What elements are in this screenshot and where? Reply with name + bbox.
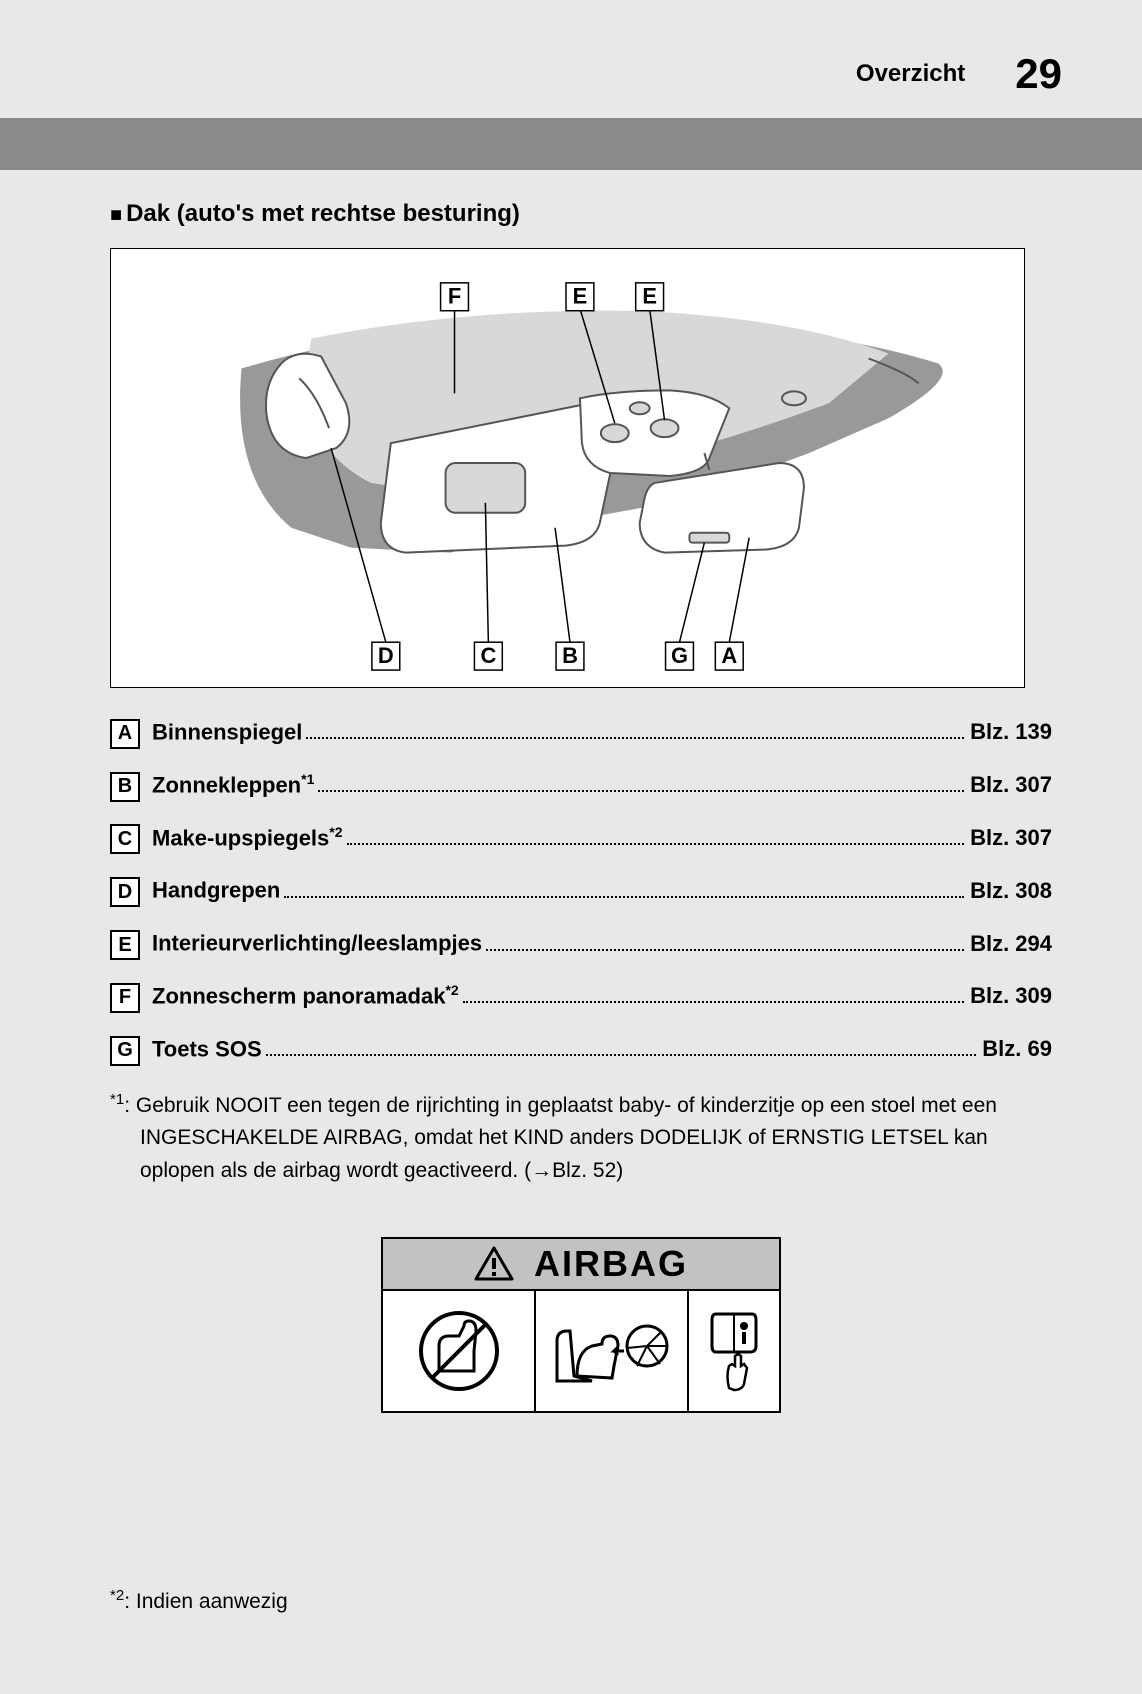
airbag-cell-mid — [536, 1291, 689, 1411]
roof-diagram: F E E D — [110, 248, 1025, 688]
header-bar — [0, 118, 1142, 170]
footnote-2: *2: Indien aanwezig — [110, 1587, 288, 1614]
index-row-E: E Interieurverlichting/leeslampjes Blz. … — [110, 929, 1052, 960]
section-title: Dak (auto's met rechtse besturing) — [110, 200, 1052, 228]
page-number: 29 — [1015, 50, 1062, 98]
index-row-C: C Make-upspiegels*2 Blz. 307 — [110, 824, 1052, 855]
airbag-cell-right — [689, 1291, 779, 1411]
svg-text:E: E — [642, 284, 657, 309]
section-name: Overzicht — [856, 60, 965, 88]
index-label: Binnenspiegel — [152, 718, 302, 745]
svg-text:C: C — [480, 643, 496, 668]
diagram-label-G: G — [666, 543, 705, 670]
index-row-B: B Zonnekleppen*1 Blz. 307 — [110, 771, 1052, 802]
index-list: A Binnenspiegel Blz. 139 B Zonnekleppen*… — [110, 718, 1052, 1066]
index-letter: A — [110, 719, 140, 749]
airbag-deployment-icon — [542, 1306, 682, 1396]
index-row-D: D Handgrepen Blz. 308 — [110, 876, 1052, 907]
svg-text:D: D — [378, 643, 394, 668]
airbag-warning-label: AIRBAG — [381, 1237, 781, 1413]
no-rear-facing-seat-icon — [414, 1306, 504, 1396]
diagram-label-A: A — [715, 538, 749, 670]
svg-text:A: A — [721, 643, 737, 668]
index-row-F: F Zonnescherm panoramadak*2 Blz. 309 — [110, 982, 1052, 1013]
airbag-header-text: AIRBAG — [534, 1243, 688, 1285]
svg-text:F: F — [448, 284, 461, 309]
svg-text:G: G — [671, 643, 688, 668]
index-row-A: A Binnenspiegel Blz. 139 — [110, 718, 1052, 749]
svg-text:E: E — [573, 284, 588, 309]
footnote-1: *1: Gebruik NOOIT een tegen de rijrichti… — [110, 1088, 1052, 1188]
svg-text:B: B — [562, 643, 578, 668]
warning-triangle-icon — [474, 1246, 514, 1282]
diagram-label-B: B — [555, 528, 584, 670]
read-manual-icon — [704, 1306, 764, 1396]
page-header: Overzicht 29 — [0, 20, 1142, 98]
index-page: Blz. 139 — [970, 719, 1052, 745]
airbag-cell-left — [383, 1291, 536, 1411]
index-row-G: G Toets SOS Blz. 69 — [110, 1035, 1052, 1066]
